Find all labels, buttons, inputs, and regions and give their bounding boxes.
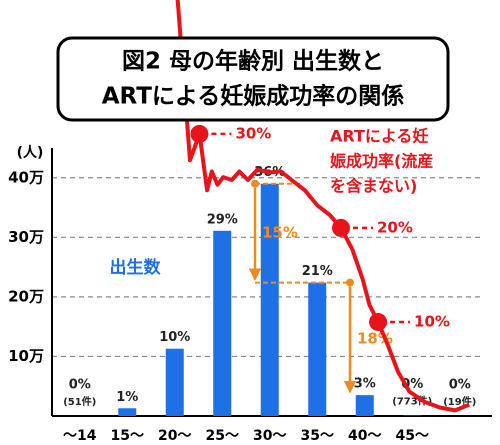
x-tick-label: 25～ [206,428,239,444]
share-label: 21% [302,264,333,279]
arrow-label: 15% [262,224,298,242]
count-label: (773件) [392,395,432,408]
share-label: 10% [159,330,190,345]
y-tick-label: 30万 [8,228,44,246]
x-tick-label: 40～ [348,428,381,444]
share-label: 0% [449,377,471,392]
marker-label: 20% [377,218,413,236]
share-label: 1% [116,390,138,405]
chart-title: ARTによる妊娠成功率の関係 [102,83,404,110]
count-label: (51件) [63,395,96,408]
line-label: 娠成功率(流産 [330,152,433,171]
count-label: (19件) [443,395,476,408]
y-tick-label: 10万 [8,347,44,365]
y-tick-label: 20万 [8,287,44,305]
line-label: を含まない) [330,177,417,196]
marker [332,218,350,237]
bar [308,282,327,416]
x-tick-label: 20～ [158,428,191,444]
x-tick-label: 35～ [301,428,334,444]
x-tick-label: 15～ [111,428,144,444]
marker [369,312,388,331]
x-tick-label: ～14 [63,428,97,444]
marker-label: 10% [414,312,450,330]
x-tick-label: 30～ [253,428,286,444]
x-tick-label: 45～ [396,428,429,444]
arrow-dot [346,278,354,287]
arrow-dot [251,179,259,188]
marker [190,124,209,143]
line-label: ARTによる妊 [330,127,428,146]
bar [213,230,232,416]
share-label: 3% [354,377,376,392]
bar [118,408,137,416]
bar [355,395,374,416]
series-label: 出生数 [110,257,162,278]
marker-label: 30% [235,124,271,142]
bar [260,183,279,416]
chart-title: 図2 母の年齢別 出生数と [122,48,384,75]
share-label: 29% [207,212,238,227]
line [175,0,471,413]
y-tick-label: 40万 [8,168,44,186]
title-box [56,36,450,122]
y-axis-label: (人) [17,144,44,161]
share-label: 0% [69,377,91,392]
bar [165,348,184,416]
